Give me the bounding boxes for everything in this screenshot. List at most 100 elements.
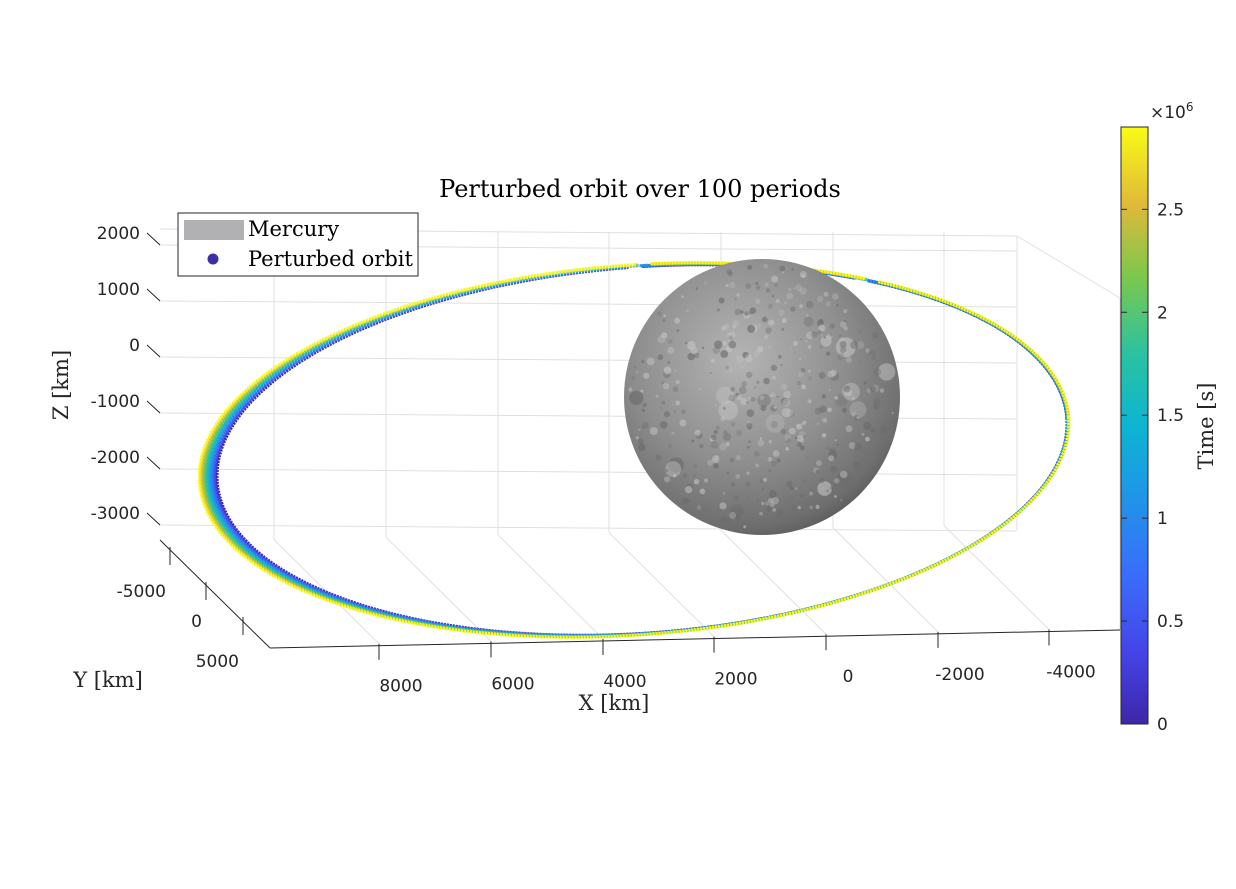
mercury-crater [711, 455, 720, 464]
mercury-crater [730, 387, 736, 392]
mercury-crater [715, 425, 720, 430]
mercury-crater [818, 372, 826, 379]
mercury-crater [729, 457, 735, 463]
mercury-crater [836, 304, 839, 307]
mercury-crater [787, 287, 792, 292]
mercury-crater [818, 319, 824, 324]
mercury-crater [693, 352, 700, 359]
mercury-crater [657, 311, 663, 317]
mercury-crater [721, 325, 727, 331]
z-tick-mark [146, 400, 161, 414]
mercury-crater [745, 354, 753, 363]
mercury-crater [786, 409, 794, 417]
mercury-crater [755, 298, 761, 304]
mercury-crater [756, 499, 759, 503]
mercury-crater [873, 404, 879, 410]
mercury-crater [719, 502, 727, 510]
mercury-crater [843, 385, 851, 393]
colorbar: 2.5 2 1.5 1 0.5 0 ×106 Time [s] [1120, 100, 1218, 735]
mercury-crater [829, 323, 835, 329]
mercury-crater [844, 351, 847, 354]
mercury-crater [663, 366, 672, 375]
mercury-crater [662, 318, 666, 323]
colorbar-gradient [1120, 126, 1149, 725]
mercury-crater [817, 295, 824, 302]
mercury-crater [821, 433, 827, 438]
mercury-crater [698, 387, 702, 390]
mercury-crater [725, 442, 730, 447]
mercury-crater [763, 334, 768, 339]
mercury-crater [871, 355, 876, 360]
mercury-crater [704, 478, 708, 483]
mercury-crater [635, 371, 638, 374]
mercury-crater [735, 474, 741, 479]
legend-orbit-marker [207, 253, 219, 265]
mercury-crater [765, 327, 772, 334]
mercury-crater [671, 403, 674, 406]
mercury-crater [781, 327, 785, 331]
mercury-crater [873, 398, 881, 406]
mercury-crater [799, 338, 803, 341]
mercury-crater [818, 324, 826, 332]
mercury-crater [723, 323, 730, 329]
mercury-crater [799, 445, 805, 451]
mercury-crater [839, 340, 847, 348]
mercury-crater [783, 390, 791, 399]
mercury-crater [732, 319, 740, 327]
colorbar-tick-label: 2.5 [1157, 200, 1184, 220]
mercury-crater [834, 396, 839, 400]
mercury-crater [823, 291, 829, 297]
mercury-crater [866, 388, 872, 393]
mercury-crater [784, 301, 787, 305]
orbit-trace [198, 263, 1071, 639]
mercury-crater [757, 393, 771, 407]
mercury-crater [760, 405, 767, 412]
mercury-crater [664, 411, 670, 418]
axes-lines [146, 232, 1121, 660]
mercury-crater [796, 381, 802, 386]
mercury-crater [787, 438, 792, 443]
mercury-crater [810, 331, 818, 338]
z-axis-label: Z [km] [49, 350, 73, 420]
mercury-crater [691, 439, 695, 443]
mercury-crater [722, 341, 727, 346]
x-gridline [943, 525, 1050, 630]
mercury-crater [664, 476, 671, 483]
mercury-crater [718, 400, 739, 421]
mercury-crater [818, 477, 825, 484]
z-tick-labels: 2000 1000 0 -1000 -2000 -3000 [91, 224, 140, 524]
mercury-crater [809, 491, 813, 496]
mercury-crater [764, 501, 770, 506]
mercury-crater [771, 294, 775, 298]
mercury-crater [770, 364, 778, 371]
mercury-crater [628, 387, 633, 392]
mercury-crater [748, 440, 751, 444]
mercury-crater [778, 354, 782, 359]
z-tick-label: -3000 [91, 504, 140, 524]
x-tick-marks [378, 629, 1050, 660]
x-tick-label: 0 [843, 667, 854, 687]
mercury-crater [771, 275, 779, 283]
mercury-crater [663, 314, 667, 318]
mercury-crater [761, 316, 768, 323]
colorbar-tick-label: 2 [1157, 303, 1168, 323]
mercury-crater [736, 293, 740, 297]
mercury-crater [699, 488, 706, 495]
y-tick-marks [169, 547, 244, 635]
mercury-crater [863, 421, 872, 430]
mercury-crater [814, 407, 822, 415]
mercury-crater [712, 346, 720, 354]
mercury-crater [725, 371, 729, 374]
mercury-crater [638, 428, 641, 431]
mercury-crater [785, 447, 789, 451]
mercury-crater [879, 425, 888, 434]
mercury-crater [629, 390, 644, 405]
mercury-crater [868, 349, 876, 356]
mercury-crater [780, 383, 788, 391]
mercury-crater [696, 505, 702, 510]
mercury-crater [836, 474, 845, 482]
mercury-crater [803, 316, 814, 327]
mercury-crater [841, 407, 848, 413]
mercury-crater [729, 511, 737, 519]
mercury-crater [802, 434, 807, 438]
